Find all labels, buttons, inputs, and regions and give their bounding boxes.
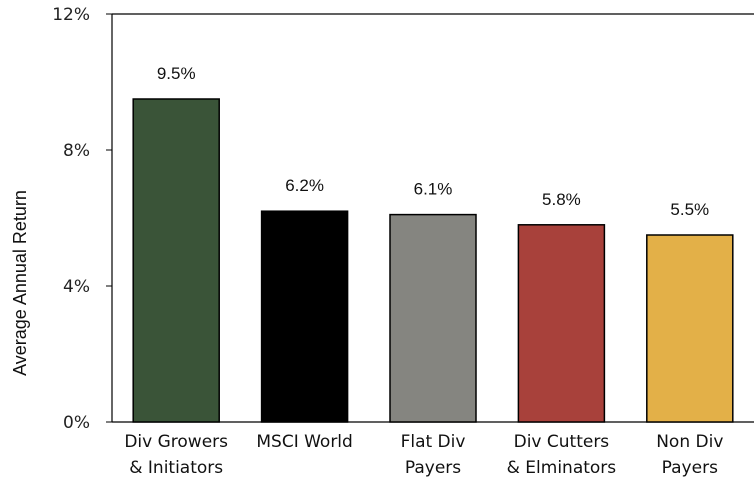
bar	[517, 224, 606, 423]
data-label: 6.1%	[414, 180, 453, 199]
x-tick-label: MSCI World	[256, 432, 352, 452]
x-axis: Div Growers & Initiators MSCI World Flat Di…	[124, 432, 723, 478]
data-label: 9.5%	[157, 64, 196, 83]
y-tick-label: 8%	[63, 141, 90, 161]
y-axis-title: Average Annual Return	[10, 190, 30, 376]
bars	[132, 98, 734, 423]
y-axis: 0% 4% 8% 12%	[52, 5, 112, 433]
x-tick-label: Div Growers & Initiators	[124, 432, 228, 478]
y-tick-label: 4%	[63, 277, 90, 297]
x-tick-label: Flat Div Payers	[401, 432, 466, 478]
data-label: 5.8%	[542, 190, 581, 209]
x-tick-label: Non Div Payers	[656, 432, 723, 478]
bar	[260, 210, 349, 423]
data-label: 5.5%	[670, 200, 709, 219]
bar	[389, 213, 477, 423]
bar	[646, 234, 734, 423]
y-tick-label: 12%	[52, 5, 90, 25]
data-label: 6.2%	[285, 176, 324, 195]
bar	[132, 98, 220, 423]
y-tick-label: 0%	[63, 413, 90, 433]
data-labels: 9.5% 6.2% 6.1% 5.8% 5.5%	[157, 64, 709, 219]
x-tick-label: Div Cutters & Elminators	[507, 432, 617, 478]
